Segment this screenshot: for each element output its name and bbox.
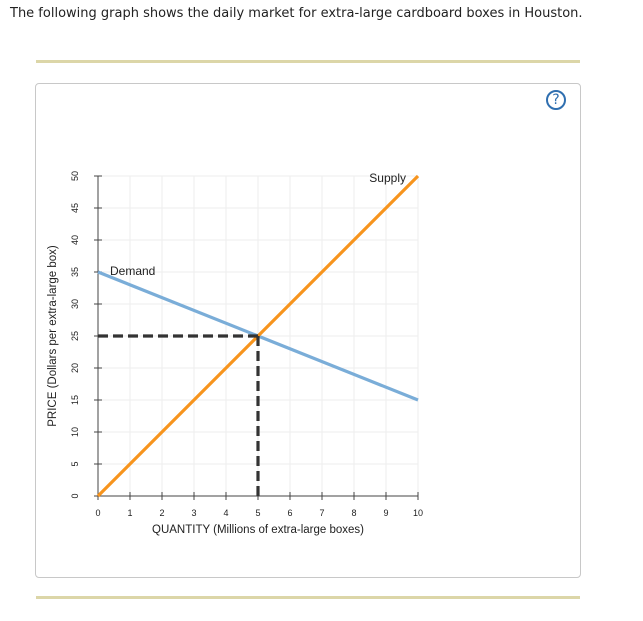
x-tick-label: 3 [191,508,196,518]
y-tick-label: 30 [70,299,80,309]
top-divider [36,60,580,63]
x-tick-label: 2 [159,508,164,518]
x-axis-title: QUANTITY (Millions of extra-large boxes) [152,524,364,536]
y-tick-label: 50 [70,171,80,181]
bottom-divider [36,596,580,599]
y-tick-label: 5 [70,461,80,466]
x-tick-label: 0 [95,508,100,518]
equilibrium [98,334,260,496]
y-tick-label: 25 [70,331,80,341]
y-tick-label: 10 [70,427,80,437]
demand-label: Demand [110,264,155,278]
x-tick-label: 1 [127,508,132,518]
x-tick-label: 9 [383,508,388,518]
y-tick-label: 45 [70,203,80,213]
supply-label: Supply [369,171,406,185]
y-tick-label: 0 [70,493,80,498]
help-icon[interactable]: ? [546,90,566,110]
y-tick-label: 20 [70,363,80,373]
y-tick-label: 35 [70,267,80,277]
question-text: The following graph shows the daily mark… [10,6,583,21]
y-tick-label: 15 [70,395,80,405]
x-tick-label: 6 [287,508,292,518]
y-axis-title: PRICE (Dollars per extra-large box) [47,245,59,427]
x-tick-label: 8 [351,508,356,518]
x-tick-label: 10 [413,508,423,518]
y-tick-label: 40 [70,235,80,245]
x-tick-label: 4 [223,508,228,518]
x-tick-label: 7 [319,508,324,518]
x-tick-label: 5 [255,508,260,518]
